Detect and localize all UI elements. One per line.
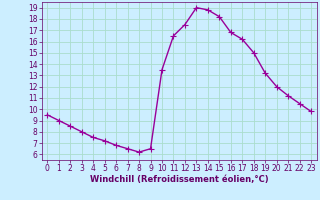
X-axis label: Windchill (Refroidissement éolien,°C): Windchill (Refroidissement éolien,°C) bbox=[90, 175, 268, 184]
